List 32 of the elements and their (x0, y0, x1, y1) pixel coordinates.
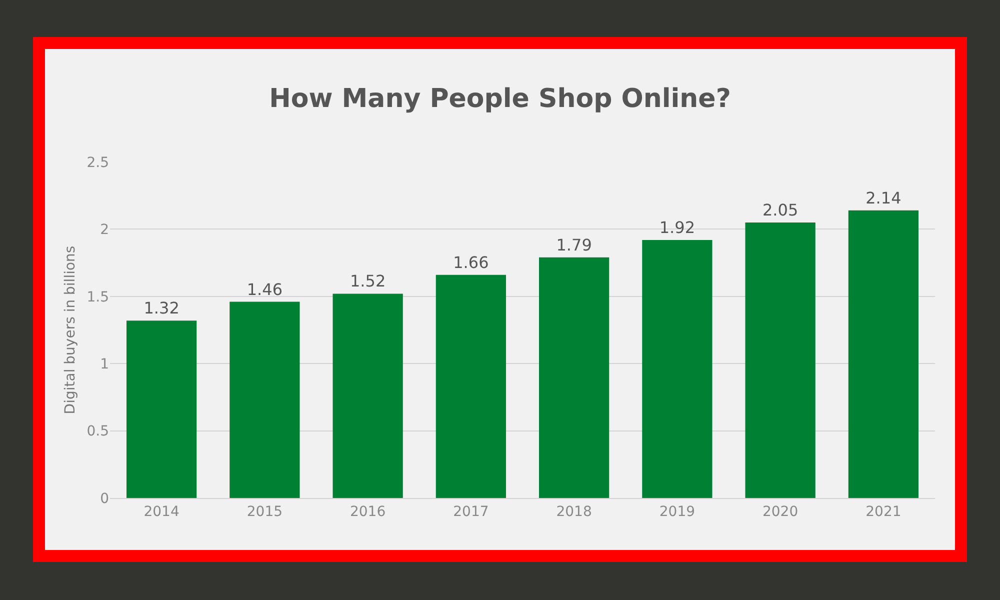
data-label: 1.52 (350, 272, 386, 291)
data-label: 1.92 (659, 218, 696, 237)
y-axis-title: Digital buyers in billions (62, 246, 78, 414)
data-label: 1.66 (453, 252, 489, 272)
chart-title: How Many People Shop Online? (269, 84, 731, 114)
y-tick-label: 2.5 (86, 154, 109, 171)
bar (848, 210, 918, 498)
y-tick-label: 0.5 (86, 424, 109, 440)
x-tick-label: 2014 (144, 504, 180, 520)
data-label: 2.05 (762, 200, 798, 220)
data-label: 1.79 (556, 235, 592, 254)
y-tick-label: 2 (100, 222, 109, 238)
y-tick-label: 1 (100, 356, 109, 372)
x-tick-label: 2015 (246, 504, 283, 520)
x-tick-label: 2020 (762, 504, 798, 520)
bar (642, 240, 712, 498)
data-label: 2.14 (866, 188, 902, 208)
bar (745, 222, 816, 498)
bar (436, 274, 506, 498)
bar (332, 294, 403, 498)
y-tick-label: 1.5 (86, 289, 109, 306)
y-tick-label: 0 (100, 490, 109, 507)
x-tick-label: 2019 (659, 504, 696, 520)
x-tick-label: 2018 (556, 504, 592, 520)
bar (126, 320, 197, 498)
x-tick-label: 2016 (350, 504, 386, 520)
x-tick-label: 2021 (866, 504, 902, 520)
data-label: 1.32 (144, 298, 180, 318)
bar (539, 257, 610, 498)
bar (230, 302, 300, 498)
data-label: 1.46 (246, 280, 282, 299)
x-tick-label: 2017 (453, 504, 489, 520)
